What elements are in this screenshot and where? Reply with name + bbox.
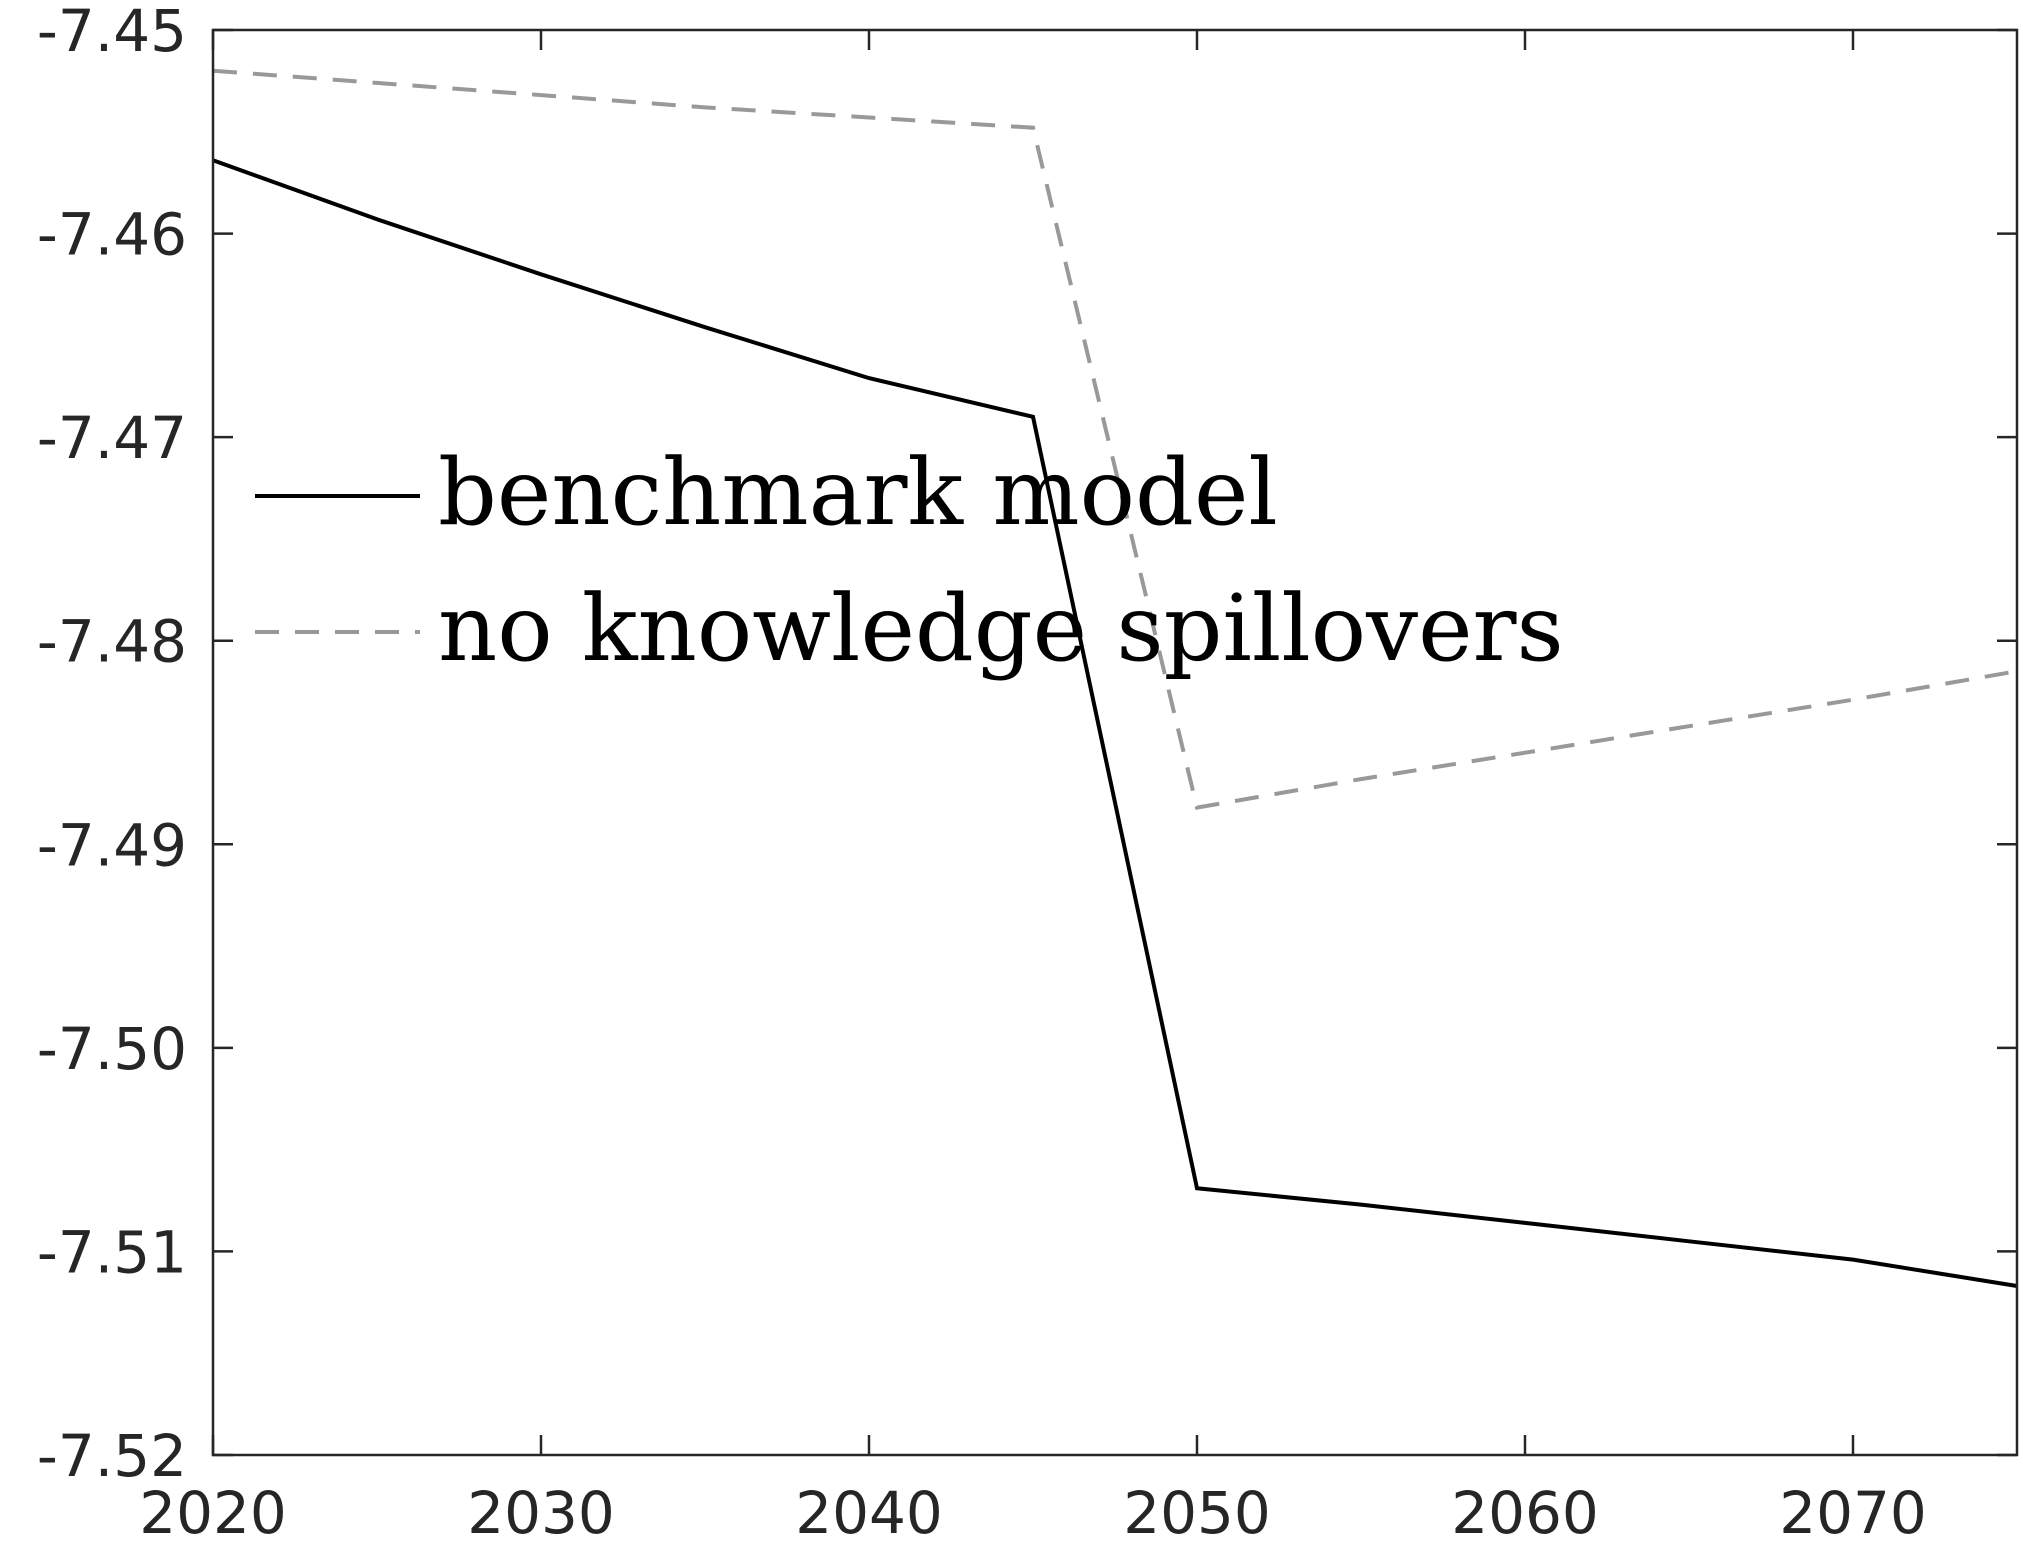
legend-label-2: no knowledge spillovers [438,575,1564,682]
y-tick-label: -7.45 [37,0,187,65]
x-tick-label: 2020 [139,1479,287,1547]
legend: benchmark model no knowledge spillovers [255,439,1564,682]
series-group [212,68,2018,1288]
plot-area [213,30,2017,1455]
x-tick-label: 2040 [795,1479,943,1547]
axes-box [211,28,2019,1457]
legend-label-1: benchmark model [438,439,1278,546]
y-tick-label: -7.46 [37,201,187,269]
x-tick-label: 2060 [1451,1479,1599,1547]
y-tick-label: -7.48 [37,608,187,676]
axes: 2020 2030 2040 2050 2060 2070 -7.45 -7.46 -7.47 -… [37,0,2019,1547]
plot-background [213,30,2017,1455]
y-tick-label: -7.50 [37,1015,187,1083]
y-tick-label: -7.47 [37,404,187,472]
x-tick-label: 2030 [467,1479,615,1547]
y-tick-label: -7.52 [37,1422,187,1490]
y-tick-label: -7.49 [37,811,187,879]
x-tick-label: 2050 [1123,1479,1271,1547]
series-line-2 [212,68,2018,810]
y-tick-label: -7.51 [37,1218,187,1286]
x-tick-label: 2070 [1779,1479,1927,1547]
series-line-1 [212,158,2018,1288]
